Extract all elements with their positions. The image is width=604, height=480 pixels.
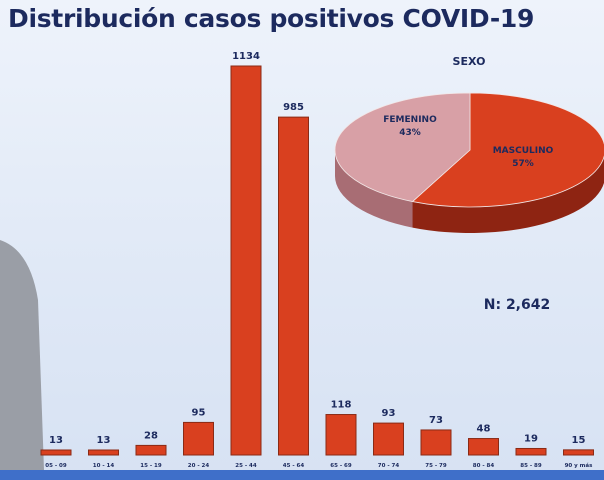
bar-value-label: 28: [144, 430, 158, 441]
presenter-silhouette: [0, 240, 44, 470]
pie-pct-femenino: 43%: [399, 128, 421, 138]
bar-10-14: [88, 449, 119, 456]
pie-side-masculino: [412, 156, 604, 233]
bar-value-label: 48: [477, 424, 491, 435]
category-label: 65 - 69: [330, 463, 352, 469]
category-label: 05 - 09: [45, 463, 67, 469]
category-label: 15 - 19: [140, 463, 162, 469]
category-label: 80 - 84: [473, 463, 495, 469]
pie-title: SEXO: [453, 55, 486, 68]
bar-20-24: [183, 421, 214, 456]
bar-value-label: 15: [572, 435, 586, 446]
bar-15-19: [135, 444, 167, 456]
bar-value-label: 73: [429, 415, 443, 426]
pie-slice-femenino: [334, 92, 471, 203]
pie-label-femenino: FEMENINO: [383, 115, 437, 125]
bar-value-label: 13: [97, 435, 111, 446]
bar-75-79: [420, 429, 452, 456]
category-label: 20 - 24: [188, 463, 210, 469]
pie-slice-masculino: [411, 92, 604, 208]
n-total-label: N: 2,642: [484, 297, 550, 313]
bar-value-label: 93: [382, 408, 396, 419]
pie-side-femenino: [335, 150, 413, 228]
bar-value-label: 118: [331, 400, 352, 411]
bar-90ymás: [563, 449, 594, 456]
bar-70-74: [373, 422, 404, 456]
screen-bottom-bar: [0, 470, 604, 480]
bar-80-84: [468, 438, 499, 456]
bar-85-89: [515, 447, 547, 456]
chart-title: Distribución casos positivos COVID-19: [8, 4, 535, 33]
category-label: 10 - 14: [93, 463, 115, 469]
bar-45-64: [278, 116, 309, 456]
bar-05-09: [40, 449, 72, 456]
bar-value-label: 95: [192, 407, 206, 418]
bar-value-label: 985: [283, 102, 304, 113]
category-label: 85 - 89: [520, 463, 542, 469]
bar-value-label: 1134: [232, 51, 260, 62]
bar-value-label: 19: [524, 433, 538, 444]
category-label: 90 y más: [565, 462, 594, 469]
pie-label-masculino: MASCULINO: [493, 146, 554, 156]
bar-value-label: 13: [49, 435, 63, 446]
category-label: 25 - 44: [235, 463, 257, 469]
bar-25-44: [230, 65, 262, 456]
pie-pct-masculino: 57%: [512, 159, 534, 169]
category-label: 70 - 74: [378, 463, 400, 469]
bar-65-69: [325, 414, 357, 456]
category-label: 75 - 79: [425, 463, 447, 469]
category-label: 45 - 64: [283, 463, 305, 469]
